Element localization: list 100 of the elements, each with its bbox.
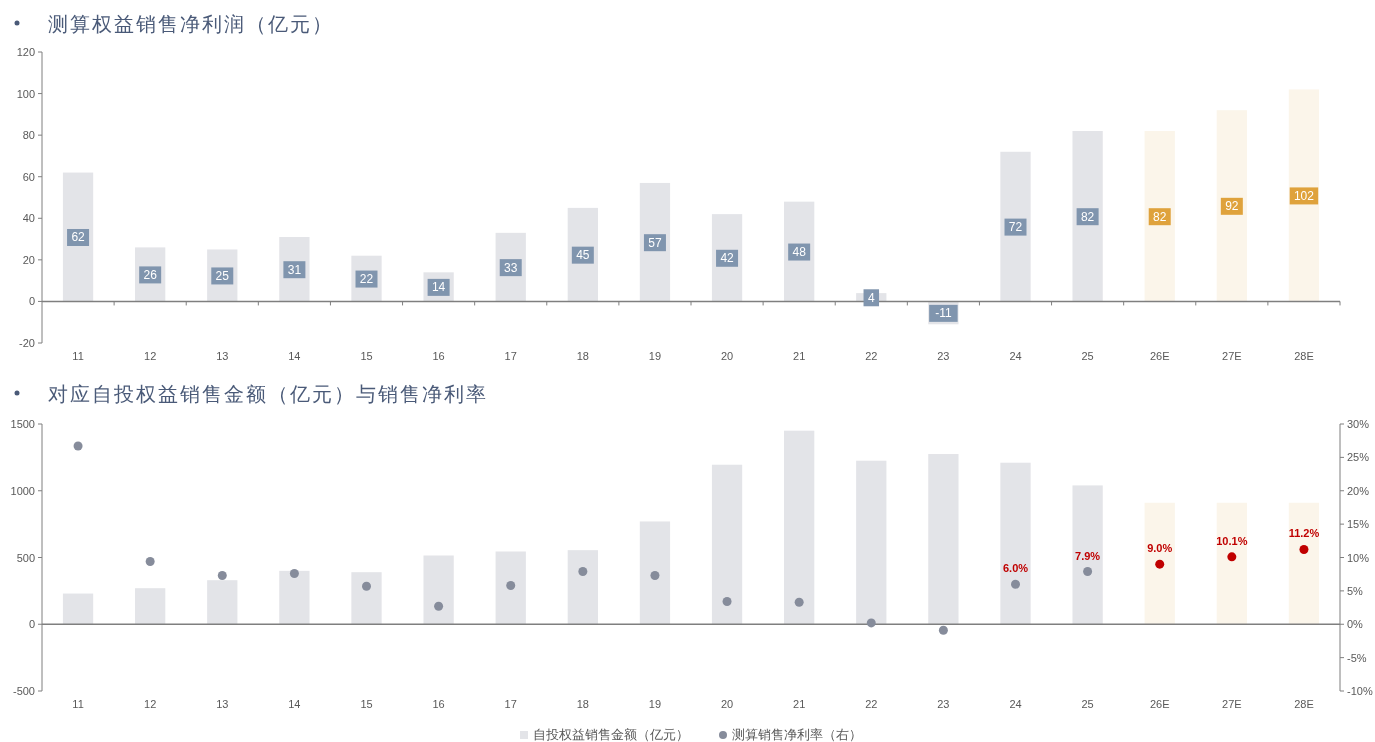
x-tick-label: 26E — [1149, 698, 1170, 710]
point — [145, 557, 155, 567]
x-tick-label: 27E — [1222, 698, 1242, 710]
bar — [423, 555, 454, 625]
point — [1011, 579, 1020, 589]
bar — [135, 588, 166, 625]
bar — [1000, 462, 1031, 625]
point — [73, 441, 83, 451]
point — [866, 618, 876, 628]
x-tick-label: 23 — [937, 698, 950, 710]
data-label: 33 — [504, 260, 518, 275]
bar — [856, 460, 887, 625]
x-tick-label: 12 — [144, 350, 157, 362]
y-tick-label: 100 — [16, 87, 35, 100]
y-tick-label: 20 — [22, 253, 35, 266]
x-tick-label: 24 — [1009, 698, 1022, 710]
data-label: 82 — [1080, 209, 1095, 224]
data-label: 82 — [1153, 209, 1167, 224]
x-tick-label: 13 — [216, 698, 229, 710]
x-tick-label: 11 — [72, 698, 84, 710]
bar — [1216, 110, 1247, 302]
data-label: 57 — [648, 235, 662, 250]
y-tick-label: 500 — [16, 551, 35, 564]
y-tick-label: 120 — [16, 46, 35, 58]
data-label: 48 — [792, 245, 807, 260]
x-tick-label: 15 — [360, 698, 373, 710]
point — [650, 571, 660, 581]
bar — [351, 572, 382, 625]
bar — [495, 551, 526, 625]
point — [1299, 544, 1309, 554]
bar — [1072, 130, 1103, 302]
y-tick-label: 60 — [22, 170, 35, 183]
x-tick-label: 14 — [288, 698, 301, 710]
point — [217, 571, 227, 581]
y2-tick-label: 0% — [1347, 618, 1364, 631]
x-tick-label: 12 — [144, 698, 157, 710]
y2-tick-label: 10% — [1347, 551, 1370, 564]
point — [722, 597, 732, 607]
data-label: 26 — [143, 267, 158, 282]
bar — [207, 580, 238, 625]
point — [362, 581, 371, 591]
x-tick-label: 19 — [648, 698, 662, 710]
x-tick-label: 18 — [576, 350, 589, 362]
data-label: 92 — [1225, 199, 1239, 214]
bar — [928, 454, 959, 625]
bar — [639, 521, 671, 625]
bar — [1072, 485, 1103, 625]
y2-tick-label: 25% — [1347, 451, 1370, 464]
x-tick-label: 25 — [1081, 350, 1094, 362]
y2-tick-label: 20% — [1347, 484, 1370, 497]
data-label: 10.1% — [1216, 534, 1248, 547]
data-label: 62 — [71, 230, 86, 245]
chart-title: 测算权益销售净利润（亿元） — [48, 12, 334, 36]
bar — [1216, 502, 1247, 625]
data-label: 31 — [287, 262, 302, 277]
x-tick-label: 23 — [937, 350, 950, 362]
bar — [1144, 130, 1175, 302]
bar — [784, 430, 815, 625]
data-label: 22 — [359, 272, 374, 287]
data-label: -11 — [935, 306, 952, 321]
x-tick-label: 28E — [1294, 350, 1314, 362]
data-label: 14 — [431, 280, 446, 295]
y2-tick-label: 15% — [1347, 518, 1370, 531]
data-label: 7.9% — [1075, 549, 1101, 562]
x-tick-label: 14 — [288, 350, 301, 362]
data-label: 45 — [576, 248, 590, 263]
x-tick-label: 11 — [72, 350, 84, 362]
x-tick-label: 19 — [648, 350, 662, 362]
x-tick-label: 21 — [793, 698, 806, 710]
bar — [62, 593, 94, 625]
x-tick-label: 26E — [1149, 350, 1170, 362]
y-tick-label: 1500 — [10, 418, 35, 430]
bar — [279, 570, 310, 625]
data-label: 25 — [215, 268, 230, 283]
y2-tick-label: -5% — [1347, 651, 1367, 664]
data-label: 6.0% — [1002, 562, 1029, 575]
bar — [567, 550, 598, 625]
x-tick-label: 28E — [1294, 698, 1314, 710]
bar — [1144, 502, 1175, 625]
y2-tick-label: 5% — [1347, 584, 1364, 597]
bar — [639, 182, 671, 302]
data-label: 11.2% — [1288, 527, 1320, 540]
point — [1227, 552, 1237, 562]
x-tick-label: 24 — [1009, 350, 1022, 362]
x-tick-label: 22 — [865, 350, 878, 362]
x-tick-label: 17 — [504, 698, 517, 710]
bar — [711, 464, 743, 625]
x-tick-label: 21 — [793, 350, 806, 362]
y-tick-label: 0 — [28, 618, 35, 631]
legend-label: 测算销售净利率（右） — [732, 727, 862, 742]
x-tick-label: 15 — [360, 350, 373, 362]
data-label: 42 — [720, 251, 735, 266]
point — [794, 597, 804, 607]
point — [506, 581, 516, 591]
x-tick-label: 18 — [576, 698, 589, 710]
y2-tick-label: -10% — [1347, 685, 1373, 697]
y-tick-label: 1000 — [10, 484, 35, 497]
x-tick-label: 16 — [432, 350, 445, 362]
y-tick-label: -500 — [12, 685, 35, 697]
point — [1083, 567, 1093, 577]
